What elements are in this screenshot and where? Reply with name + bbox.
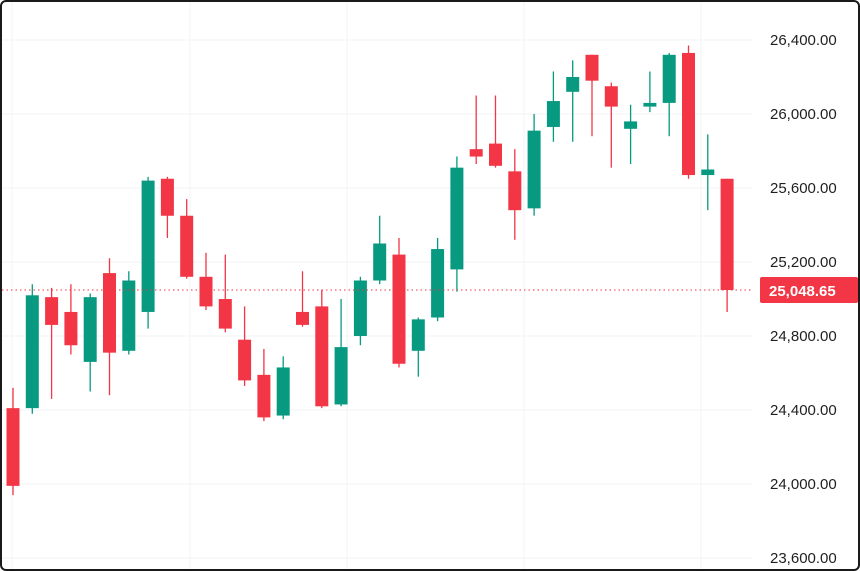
- candle-up: [83, 293, 97, 392]
- candle-body: [218, 299, 232, 329]
- candle-body: [353, 280, 367, 336]
- candle-body: [527, 130, 541, 209]
- candle-body: [141, 180, 155, 312]
- candle-body: [180, 215, 194, 277]
- candle-down: [45, 287, 59, 399]
- candle-body: [315, 306, 329, 407]
- y-tick-label: 25,200.00: [770, 254, 837, 271]
- candle-body: [701, 169, 715, 176]
- candle-up: [122, 271, 136, 355]
- candle-up: [25, 284, 39, 414]
- candle-body: [257, 374, 271, 418]
- candle-body: [546, 101, 560, 127]
- price-axis[interactable]: 23,600.00 24,000.00 24,400.00 24,800.00 25,2…: [760, 32, 858, 567]
- y-tick-label: 25,600.00: [770, 180, 837, 197]
- candle-down: [469, 95, 483, 164]
- last-price-label: 25,048.65: [769, 283, 836, 300]
- candle-down: [160, 176, 174, 238]
- candle-body: [450, 167, 464, 270]
- y-tick-label: 23,600.00: [770, 550, 837, 567]
- candle-up: [546, 71, 560, 142]
- candle-body: [6, 408, 20, 486]
- last-price-badge: [760, 276, 858, 303]
- candle-down: [720, 178, 734, 312]
- candle-down: [6, 387, 20, 496]
- y-tick-label: 24,800.00: [770, 328, 837, 345]
- candle-body: [334, 347, 348, 405]
- candle-body: [103, 273, 116, 353]
- candle-down: [489, 95, 502, 168]
- candle-up: [353, 276, 367, 346]
- candle-down: [315, 289, 329, 409]
- candle-down: [103, 258, 116, 396]
- candle-body: [411, 319, 425, 351]
- candle-down: [604, 82, 618, 168]
- candle-down: [585, 54, 599, 137]
- candle-body: [83, 297, 97, 362]
- candle-down: [392, 237, 406, 368]
- y-tick-label: 24,000.00: [770, 476, 837, 493]
- candle-body: [643, 102, 657, 107]
- y-tick-label: 26,400.00: [770, 32, 837, 49]
- candle-body: [64, 311, 78, 346]
- candle-down: [257, 348, 271, 422]
- candle-up: [527, 114, 541, 216]
- candle-down: [199, 252, 213, 311]
- candle-up: [141, 176, 155, 329]
- candle-up: [334, 299, 348, 407]
- candle-down: [238, 306, 252, 386]
- candle-up: [624, 104, 638, 164]
- candles: [6, 45, 734, 496]
- candle-body: [624, 121, 638, 129]
- candle-body: [489, 143, 502, 166]
- candle-body: [469, 149, 483, 157]
- candle-down: [296, 271, 309, 327]
- candle-up: [662, 52, 676, 137]
- candle-body: [45, 297, 59, 325]
- candle-up: [566, 60, 580, 142]
- candle-down: [64, 284, 78, 355]
- candle-body: [373, 243, 387, 281]
- candle-body: [662, 54, 676, 103]
- candle-body: [238, 339, 252, 381]
- y-tick-label: 26,000.00: [770, 106, 837, 123]
- candle-up: [701, 134, 715, 211]
- candle-body: [276, 367, 290, 416]
- candle-body: [160, 178, 174, 216]
- candle-up: [276, 356, 290, 420]
- candle-up: [373, 215, 387, 285]
- candle-body: [566, 77, 580, 92]
- candle-down: [508, 149, 522, 240]
- candle-body: [585, 54, 599, 81]
- y-tick-label: 24,400.00: [770, 402, 837, 419]
- candle-body: [720, 178, 734, 290]
- candle-body: [392, 254, 406, 364]
- candle-up: [450, 156, 464, 292]
- candle-down: [218, 254, 232, 333]
- candle-up: [431, 237, 445, 322]
- candle-down: [682, 45, 695, 179]
- candle-body: [682, 52, 695, 176]
- candle-body: [604, 86, 618, 107]
- candle-body: [122, 280, 136, 351]
- candle-body: [508, 171, 522, 211]
- candle-down: [180, 199, 194, 279]
- candle-up: [411, 317, 425, 377]
- candle-body: [431, 249, 445, 318]
- candle-body: [199, 276, 213, 307]
- candle-body: [296, 311, 309, 325]
- candle-body: [25, 295, 39, 409]
- candle-up: [643, 71, 657, 113]
